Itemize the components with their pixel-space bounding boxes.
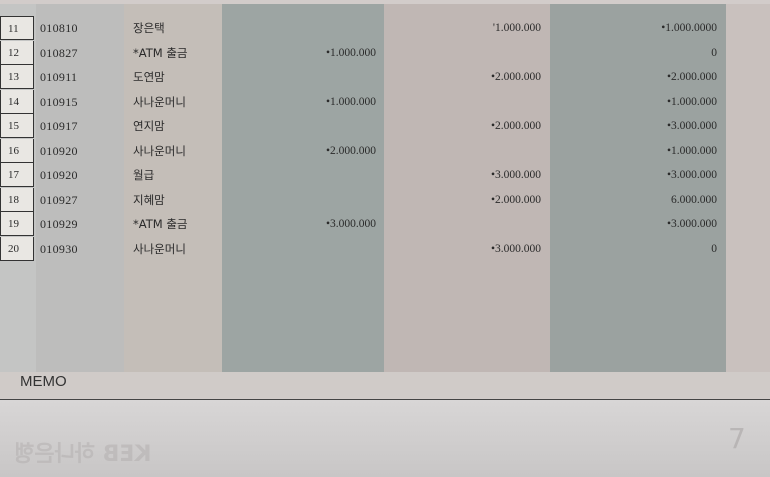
balance-amount: •1.000.0000 <box>661 22 717 34</box>
withdrawal-amount <box>226 188 376 212</box>
transaction-date: 010911 <box>40 70 78 84</box>
withdrawal-amount: •1.000.000 <box>325 46 376 59</box>
memo-header-strip <box>0 372 770 398</box>
withdrawal-amount: •2.000.000 <box>325 144 376 157</box>
memo-label: MEMO <box>20 373 67 390</box>
transaction-description: 지혜맘 <box>133 192 165 207</box>
table-row: 11 010810 장은택 '1.000.000 •1.000.0000 <box>0 16 770 40</box>
deposit-amount: •2.000.000 <box>490 193 541 206</box>
page-mark: 7 <box>728 422 746 455</box>
transaction-date: 010810 <box>40 21 78 35</box>
transaction-description: 월급 <box>133 168 155 182</box>
edge-column <box>726 4 770 372</box>
balance-amount: 0 <box>711 242 717 255</box>
table-row: 19 010929 *ATM 출금 •3.000.000 •3.000.000 <box>0 212 770 236</box>
row-number: 13 <box>0 65 34 89</box>
transaction-description: *ATM 출금 <box>133 217 188 231</box>
transaction-date: 010920 <box>40 168 78 182</box>
row-number: 16 <box>0 138 34 163</box>
row-number: 12 <box>0 40 34 65</box>
deposit-amount <box>388 41 541 65</box>
transaction-description: 장은택 <box>133 21 165 35</box>
withdrawal-amount: •1.000.000 <box>325 95 376 108</box>
deposit-amount <box>388 90 541 114</box>
table-row: 20 010930 사나운머니 •3.000.000 0 <box>0 236 770 261</box>
row-number: 18 <box>0 187 34 212</box>
transaction-description: 사나운머니 <box>133 94 186 109</box>
transaction-description: 사나운머니 <box>133 241 186 256</box>
transaction-description: 도연맘 <box>133 70 165 84</box>
withdrawal-amount <box>226 114 376 138</box>
withdrawal-amount <box>226 65 376 89</box>
balance-amount: •3.000.000 <box>666 120 717 132</box>
transaction-date: 010927 <box>40 192 78 207</box>
balance-amount: •3.000.000 <box>666 169 717 181</box>
transaction-date: 010915 <box>40 94 78 109</box>
deposit-amount <box>388 212 541 236</box>
deposit-amount: •3.000.000 <box>490 242 541 255</box>
description-column <box>124 4 222 372</box>
row-number: 11 <box>0 16 34 40</box>
memo-area <box>0 400 770 477</box>
withdrawal-amount <box>226 163 376 187</box>
transaction-date: 010929 <box>40 217 78 231</box>
withdrawal-amount <box>226 16 376 40</box>
balance-column <box>550 4 726 372</box>
transaction-date: 010930 <box>40 241 78 256</box>
transaction-description: 연지맘 <box>133 119 165 133</box>
memo-divider <box>0 399 770 400</box>
transaction-description: *ATM 출금 <box>133 45 188 60</box>
withdrawal-amount <box>226 237 376 261</box>
table-row: 13 010911 도연맘 •2.000.000 •2.000.000 <box>0 65 770 89</box>
row-number: 20 <box>0 236 34 261</box>
table-row: 12 010827 *ATM 출금 •1.000.000 0 <box>0 40 770 65</box>
deposit-amount <box>388 139 541 163</box>
table-row: 16 010920 사나운머니 •2.000.000 •1.000.000 <box>0 138 770 163</box>
balance-amount: •2.000.000 <box>666 71 717 83</box>
balance-amount: •3.000.000 <box>666 218 717 230</box>
transaction-description: 사나운머니 <box>133 143 186 158</box>
withdrawal-amount: •3.000.000 <box>325 218 376 230</box>
row-number: 17 <box>0 163 34 187</box>
transaction-date: 010827 <box>40 45 78 60</box>
transaction-date: 010920 <box>40 143 78 158</box>
table-row: 14 010915 사나운머니 •1.000.000 •1.000.000 <box>0 89 770 114</box>
table-row: 17 010920 월급 •3.000.000 •3.000.000 <box>0 163 770 187</box>
balance-amount: 0 <box>711 46 717 59</box>
table-row: 18 010927 지혜맘 •2.000.000 6.000.000 <box>0 187 770 212</box>
deposit-amount: '1.000.000 <box>492 22 541 34</box>
row-number: 14 <box>0 89 34 114</box>
balance-amount: •1.000.000 <box>666 144 717 157</box>
table-row: 15 010917 연지맘 •2.000.000 •3.000.000 <box>0 114 770 138</box>
balance-amount: 6.000.000 <box>671 193 717 206</box>
bank-watermark: KEB 하나은행 <box>14 442 152 467</box>
row-number: 15 <box>0 114 34 138</box>
balance-amount: •1.000.000 <box>666 95 717 108</box>
date-column <box>36 4 124 372</box>
deposit-amount: •2.000.000 <box>490 71 541 83</box>
deposit-column <box>384 4 550 372</box>
deposit-amount: •2.000.000 <box>490 120 541 132</box>
deposit-amount: •3.000.000 <box>490 169 541 181</box>
withdrawal-column <box>222 4 384 372</box>
transaction-date: 010917 <box>40 119 78 133</box>
row-number: 19 <box>0 212 34 236</box>
